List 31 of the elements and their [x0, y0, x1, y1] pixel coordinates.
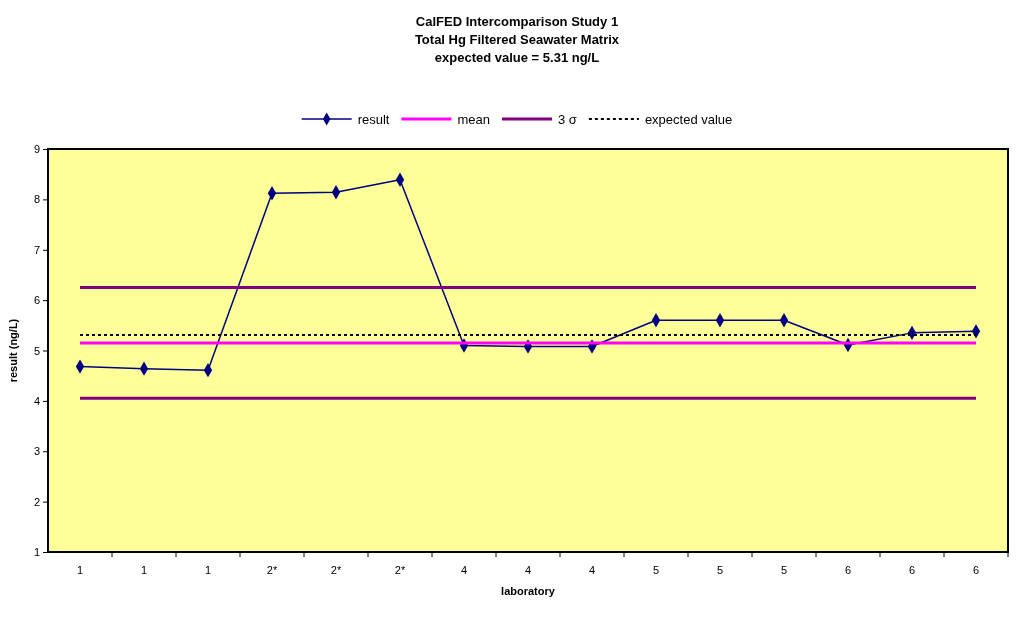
x-tick-label: 4 [588, 563, 596, 576]
legend-label: expected value [644, 112, 733, 127]
x-tick-label: 6 [972, 563, 980, 576]
x-tick-label: 2* [394, 563, 406, 576]
y-tick-label: 9 [33, 143, 40, 156]
x-tick-label: 4 [524, 563, 532, 576]
x-tick-label: 5 [652, 563, 660, 576]
x-tick-label: 2* [330, 563, 342, 576]
chart-title: CalFED Intercomparison Study 1 Total Hg Filtered Seawater Matrix expected value = 5.31 ng/L [414, 14, 620, 65]
x-tick-label: 1 [204, 563, 212, 576]
x-tick-label: 1 [140, 563, 148, 576]
y-tick-label: 4 [33, 394, 40, 407]
legend-label: result [357, 112, 390, 127]
y-axis-title: result (ng/L) [7, 318, 19, 383]
y-tick-label: 8 [33, 193, 40, 206]
x-tick-label: 5 [780, 563, 788, 576]
legend-label: 3 σ [558, 112, 577, 127]
y-tick-label: 3 [33, 445, 40, 458]
x-tick-label: 2* [266, 563, 278, 576]
x-axis-title: laboratory [501, 585, 556, 597]
y-tick-label: 6 [33, 294, 40, 307]
y-tick-label: 2 [33, 495, 40, 508]
x-tick-label: 5 [716, 563, 724, 576]
y-tick-label: 5 [33, 344, 40, 357]
legend-label: mean [457, 112, 490, 127]
y-tick-label: 7 [33, 243, 40, 256]
x-tick-label: 6 [844, 563, 852, 576]
y-tick-label: 1 [33, 546, 40, 559]
x-tick-label: 4 [460, 563, 468, 576]
x-tick-label: 1 [76, 563, 84, 576]
x-tick-label: 6 [908, 563, 916, 576]
